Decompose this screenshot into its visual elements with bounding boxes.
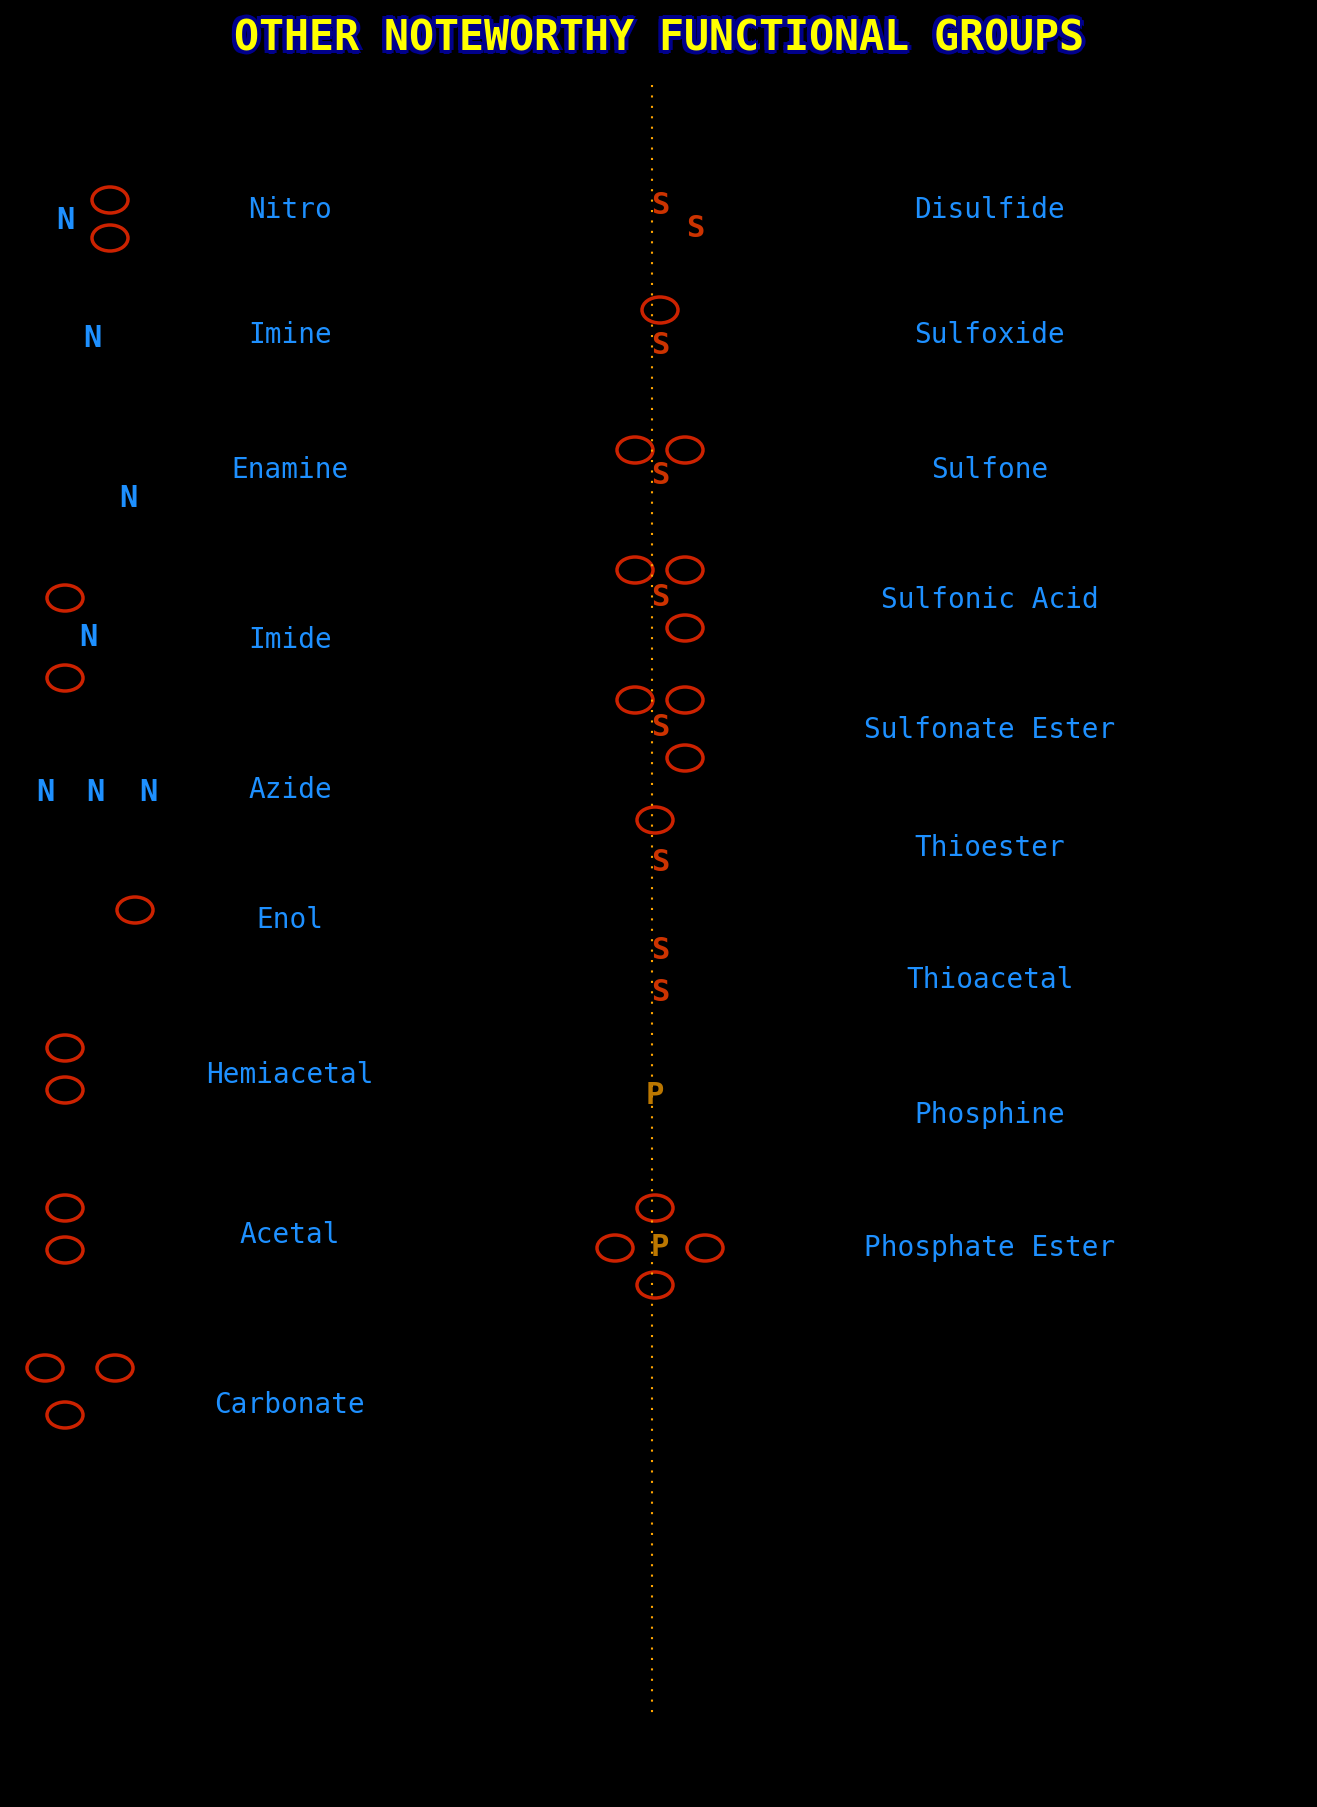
Text: Thioacetal: Thioacetal	[906, 967, 1073, 994]
Text: OTHER NOTEWORTHY FUNCTIONAL GROUPS: OTHER NOTEWORTHY FUNCTIONAL GROUPS	[229, 16, 1080, 60]
Text: OTHER NOTEWORTHY FUNCTIONAL GROUPS: OTHER NOTEWORTHY FUNCTIONAL GROUPS	[230, 20, 1080, 61]
Text: N: N	[119, 484, 137, 513]
Text: S: S	[651, 847, 669, 876]
Text: OTHER NOTEWORTHY FUNCTIONAL GROUPS: OTHER NOTEWORTHY FUNCTIONAL GROUPS	[233, 20, 1084, 61]
Text: Hemiacetal: Hemiacetal	[207, 1061, 374, 1090]
Text: N: N	[83, 323, 101, 352]
Text: S: S	[651, 461, 669, 490]
Text: N: N	[138, 777, 157, 806]
Text: Azide: Azide	[248, 775, 332, 804]
Text: OTHER NOTEWORTHY FUNCTIONAL GROUPS: OTHER NOTEWORTHY FUNCTIONAL GROUPS	[233, 22, 1084, 63]
Text: S: S	[651, 190, 669, 219]
Text: Nitro: Nitro	[248, 195, 332, 224]
Text: P: P	[651, 1234, 669, 1263]
Text: S: S	[651, 584, 669, 613]
Text: Acetal: Acetal	[240, 1222, 340, 1249]
Text: N: N	[86, 777, 104, 806]
Text: OTHER NOTEWORTHY FUNCTIONAL GROUPS: OTHER NOTEWORTHY FUNCTIONAL GROUPS	[233, 14, 1084, 56]
Text: S: S	[651, 978, 669, 1006]
Text: S: S	[651, 331, 669, 360]
Text: OTHER NOTEWORTHY FUNCTIONAL GROUPS: OTHER NOTEWORTHY FUNCTIONAL GROUPS	[230, 16, 1080, 60]
Text: Thioester: Thioester	[914, 835, 1065, 862]
Text: Enol: Enol	[257, 905, 324, 934]
Text: Sulfonate Ester: Sulfonate Ester	[864, 716, 1115, 744]
Text: Sulfone: Sulfone	[931, 455, 1048, 484]
Text: Carbonate: Carbonate	[215, 1391, 365, 1418]
Text: Sulfoxide: Sulfoxide	[914, 322, 1065, 349]
Text: OTHER NOTEWORTHY FUNCTIONAL GROUPS: OTHER NOTEWORTHY FUNCTIONAL GROUPS	[233, 13, 1084, 54]
Text: N: N	[79, 623, 97, 652]
Text: Phosphine: Phosphine	[914, 1100, 1065, 1129]
Text: S: S	[651, 936, 669, 965]
Text: P: P	[645, 1081, 664, 1109]
Text: Disulfide: Disulfide	[914, 195, 1065, 224]
Text: S: S	[651, 714, 669, 743]
Text: OTHER NOTEWORTHY FUNCTIONAL GROUPS: OTHER NOTEWORTHY FUNCTIONAL GROUPS	[237, 16, 1088, 60]
Text: N: N	[36, 777, 54, 806]
Text: S: S	[686, 213, 705, 242]
Text: OTHER NOTEWORTHY FUNCTIONAL GROUPS: OTHER NOTEWORTHY FUNCTIONAL GROUPS	[230, 14, 1080, 56]
Text: OTHER NOTEWORTHY FUNCTIONAL GROUPS: OTHER NOTEWORTHY FUNCTIONAL GROUPS	[237, 20, 1087, 61]
Text: Imine: Imine	[248, 322, 332, 349]
Text: OTHER NOTEWORTHY FUNCTIONAL GROUPS: OTHER NOTEWORTHY FUNCTIONAL GROUPS	[233, 16, 1084, 60]
Text: Sulfonic Acid: Sulfonic Acid	[881, 585, 1098, 614]
Text: OTHER NOTEWORTHY FUNCTIONAL GROUPS: OTHER NOTEWORTHY FUNCTIONAL GROUPS	[237, 14, 1087, 56]
Text: Imide: Imide	[248, 625, 332, 654]
Text: N: N	[55, 206, 74, 235]
Text: OTHER NOTEWORTHY FUNCTIONAL GROUPS: OTHER NOTEWORTHY FUNCTIONAL GROUPS	[237, 16, 1087, 60]
Text: Enamine: Enamine	[232, 455, 349, 484]
Text: Phosphate Ester: Phosphate Ester	[864, 1234, 1115, 1261]
